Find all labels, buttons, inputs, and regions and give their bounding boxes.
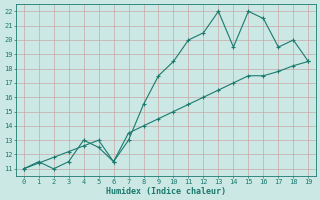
X-axis label: Humidex (Indice chaleur): Humidex (Indice chaleur) [106, 187, 226, 196]
